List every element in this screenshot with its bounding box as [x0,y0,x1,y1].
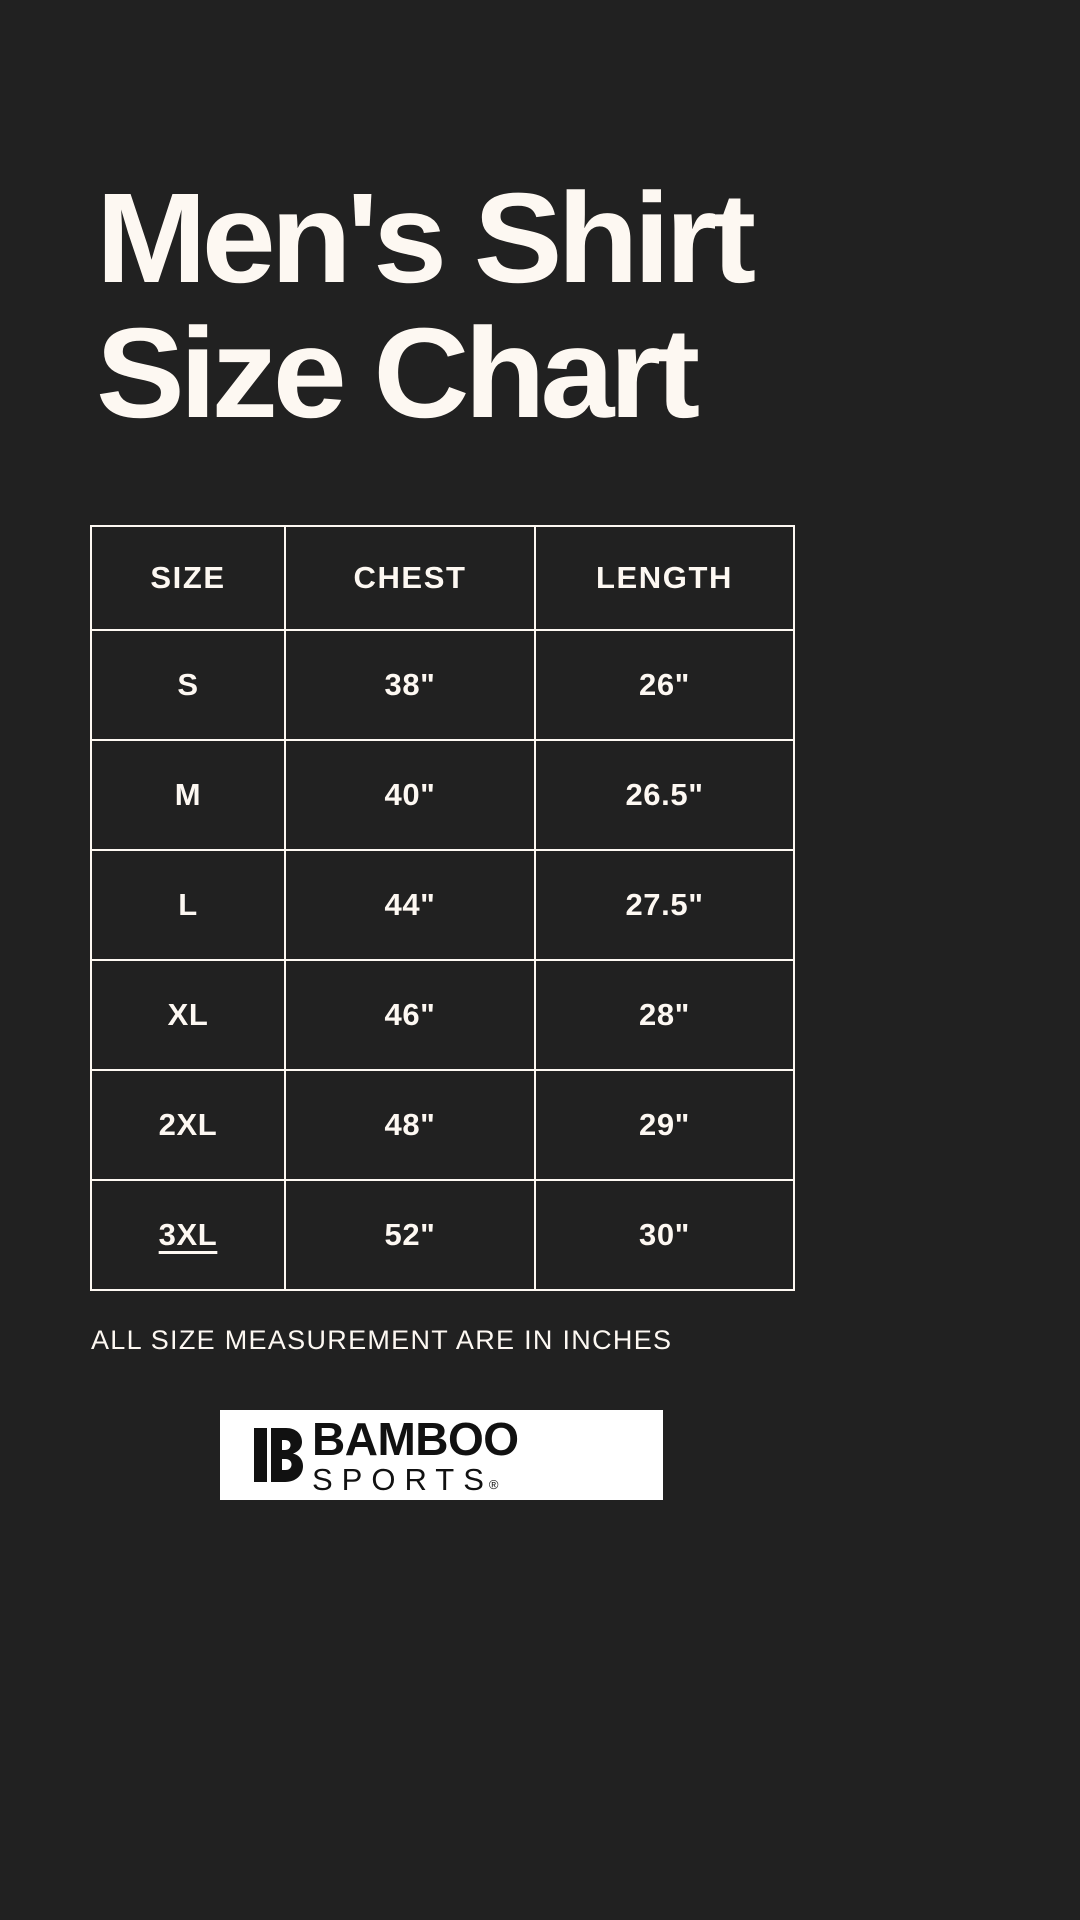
column-header-length: LENGTH [534,525,795,631]
table-header-row: SIZE CHEST LENGTH [90,525,795,631]
cell-size: S [90,629,286,741]
cell-length: 27.5" [534,849,795,961]
table-header: SIZE CHEST LENGTH [90,525,795,631]
registered-trademark-icon: ® [488,1476,499,1492]
column-header-chest: CHEST [284,525,536,631]
table-row: S 38" 26" [90,629,795,741]
cell-length: 30" [534,1179,795,1291]
cell-length: 26" [534,629,795,741]
cell-chest: 46" [284,959,536,1071]
cell-length: 29" [534,1069,795,1181]
table-row: 3XL 52" 30" [90,1179,795,1291]
table-body: S 38" 26" M 40" 26.5" L 44" 27.5" XL 46"… [90,629,795,1291]
bamboo-b-monogram-icon [252,1426,304,1484]
cell-size: 3XL [90,1179,286,1291]
column-header-size: SIZE [90,525,286,631]
cell-length: 26.5" [534,739,795,851]
cell-chest: 52" [284,1179,536,1291]
cell-chest: 38" [284,629,536,741]
table-row: XL 46" 28" [90,959,795,1071]
logo-subbrand-row: SPORTS ® [312,1464,519,1495]
cell-chest: 48" [284,1069,536,1181]
cell-chest: 40" [284,739,536,851]
cell-chest: 44" [284,849,536,961]
table-row: L 44" 27.5" [90,849,795,961]
page-title: Men's Shirt Size Chart [96,174,996,438]
brand-logo: BAMBOO SPORTS ® [220,1410,663,1500]
table-row: M 40" 26.5" [90,739,795,851]
cell-size: M [90,739,286,851]
logo-brand-name: BAMBOO [312,1412,519,1465]
size-chart-table: SIZE CHEST LENGTH S 38" 26" M 40" 26.5" … [90,525,795,1291]
table-row: 2XL 48" 29" [90,1069,795,1181]
logo-subbrand-name: SPORTS [312,1461,493,1497]
cell-length: 28" [534,959,795,1071]
cell-size: L [90,849,286,961]
logo-wordmark: BAMBOO SPORTS ® [312,1416,519,1495]
measurement-note: ALL SIZE MEASUREMENT ARE IN INCHES [91,1325,673,1355]
title-line-2: Size Chart [96,302,700,446]
title-line-1: Men's Shirt [96,167,756,310]
cell-size: 2XL [90,1069,286,1181]
cell-size: XL [90,959,286,1071]
